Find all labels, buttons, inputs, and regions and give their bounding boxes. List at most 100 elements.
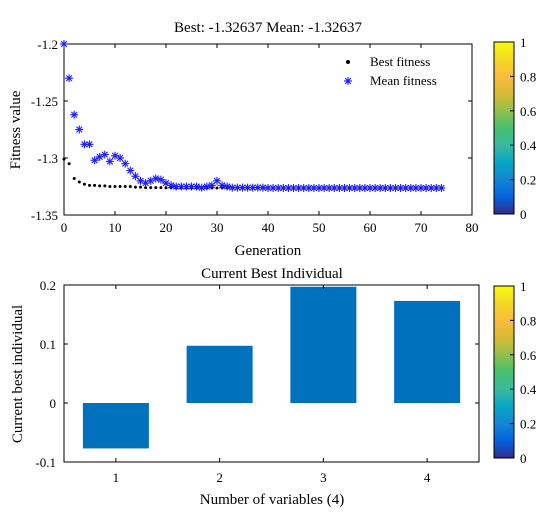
best-fitness-point <box>159 186 163 190</box>
mean-fitness-point <box>223 182 232 191</box>
colorbar-tick-label: 0.6 <box>520 348 537 363</box>
mean-fitness-point <box>437 183 446 192</box>
best-fitness-point <box>77 180 81 184</box>
mean-fitness-point <box>315 183 323 192</box>
x-tick-label: 30 <box>211 220 224 235</box>
bar-xlabel: Number of variables (4) <box>200 492 345 508</box>
best-fitness-point <box>123 185 127 188</box>
bar-ylabel: Current best individual <box>10 305 26 443</box>
colorbar-tick-label: 0.4 <box>520 138 537 153</box>
mean-fitness-point <box>197 183 206 192</box>
mean-fitness-point <box>411 183 420 192</box>
mean-fitness-point <box>218 181 227 190</box>
best-fitness-point <box>139 185 142 189</box>
best-fitness-point <box>128 185 132 188</box>
bar-variable-3 <box>290 286 357 403</box>
best-fitness-point <box>62 157 66 161</box>
bar-plot-axes <box>63 284 480 463</box>
mean-fitness-point <box>202 182 211 191</box>
mean-fitness-point <box>65 74 74 83</box>
mean-fitness-point <box>320 183 329 192</box>
mean-fitness-point <box>116 154 125 162</box>
y-tick-label: 0 <box>50 396 57 411</box>
y-tick-label: -0.1 <box>35 455 56 470</box>
bar-plot-title: Current Best Individual <box>201 266 343 282</box>
mean-fitness-point <box>80 140 89 149</box>
x-tick-label: 2 <box>216 470 223 485</box>
colorbar-top-gradient <box>493 41 515 215</box>
mean-fitness-point <box>213 176 221 185</box>
y-tick-label: 0.1 <box>40 337 56 352</box>
y-tick-label: -1.3 <box>37 151 58 166</box>
bar-variable-1 <box>82 403 149 449</box>
colorbar-tick-label: 0 <box>520 207 527 222</box>
colorbar-tick-label: 0.8 <box>520 313 536 328</box>
x-tick-label: 20 <box>160 220 173 235</box>
colorbar-tick-label: 0.2 <box>520 173 536 188</box>
best-fitness-point <box>133 185 137 189</box>
bar-variable-2 <box>186 345 253 403</box>
best-fitness-point <box>149 186 153 190</box>
x-tick-label: 40 <box>262 220 275 235</box>
best-fitness-point <box>103 184 107 188</box>
mean-fitness-point <box>105 157 114 166</box>
mean-fitness-point <box>355 183 364 192</box>
x-tick-label: 60 <box>364 220 377 235</box>
best-fitness-point <box>144 186 148 190</box>
mean-fitness-point <box>100 150 109 159</box>
mean-fitness-point <box>177 182 186 191</box>
legend-mean-marker <box>344 77 352 85</box>
mean-fitness-point <box>417 183 425 192</box>
colorbar-tick-label: 1 <box>520 279 527 294</box>
best-fitness-point <box>154 186 158 190</box>
mean-fitness-point <box>207 181 216 190</box>
best-fitness-point <box>67 162 71 166</box>
fitness-plot-title: Best: -1.32637 Mean: -1.32637 <box>174 20 362 36</box>
best-fitness-point <box>108 185 112 188</box>
mean-fitness-point <box>151 174 160 183</box>
colorbar-tick-label: 1 <box>520 35 527 50</box>
x-tick-label: 70 <box>415 220 428 235</box>
legend-mean-asterisk <box>344 77 352 85</box>
fitness-legend: Best fitness Mean fitness <box>344 54 437 88</box>
fitness-ylabel: Fitness value <box>8 90 24 169</box>
fitness-xlabel: Generation <box>235 243 302 259</box>
fitness-plot: Best: -1.32637 Mean: -1.32637 0 10 20 30 40 5… <box>8 20 537 259</box>
mean-fitness-point <box>60 40 68 48</box>
colorbar-tick-label: 0 <box>520 451 527 466</box>
mean-fitness-point <box>167 181 176 190</box>
mean-fitness-point <box>121 159 130 168</box>
colorbar-tick-label: 0.2 <box>520 417 536 432</box>
y-tick-label: -1.25 <box>31 94 58 109</box>
mean-fitness-point <box>75 125 84 134</box>
colorbar-tick-label: 0.8 <box>520 69 536 84</box>
mean-fitness-point <box>131 172 140 181</box>
best-fitness-point <box>113 185 117 188</box>
best-fitness-point <box>82 182 86 186</box>
mean-fitness-point <box>85 140 94 149</box>
x-tick-label: 1 <box>113 470 120 485</box>
legend-best-label: Best fitness <box>370 54 430 69</box>
colorbar-bottom: 1 0.8 0.6 0.4 0.2 0 <box>493 279 537 466</box>
y-tick-label: -1.2 <box>37 37 58 52</box>
mean-fitness-point <box>192 182 201 191</box>
x-tick-label: 50 <box>313 220 326 235</box>
legend-mean-label: Mean fitness <box>370 73 437 88</box>
colorbar-top: 1 0.8 0.6 0.4 0.2 0 <box>493 35 537 222</box>
mean-fitness-point <box>90 156 99 165</box>
x-tick-label: 4 <box>424 470 431 485</box>
mean-fitness-point <box>253 183 262 192</box>
x-tick-label: 80 <box>466 220 479 235</box>
x-tick-label: 10 <box>109 220 122 235</box>
best-fitness-point <box>88 183 91 187</box>
best-fitness-point <box>164 186 168 190</box>
x-tick-label: 3 <box>320 470 327 485</box>
mean-fitness-point <box>156 175 165 184</box>
mean-fitness-point <box>248 183 257 192</box>
mean-fitness-point <box>279 183 288 192</box>
colorbar-tick-label: 0.4 <box>520 382 537 397</box>
y-tick-label: -1.35 <box>31 208 58 223</box>
fitness-plot-axes <box>63 43 473 216</box>
mean-fitness-point <box>243 183 252 192</box>
